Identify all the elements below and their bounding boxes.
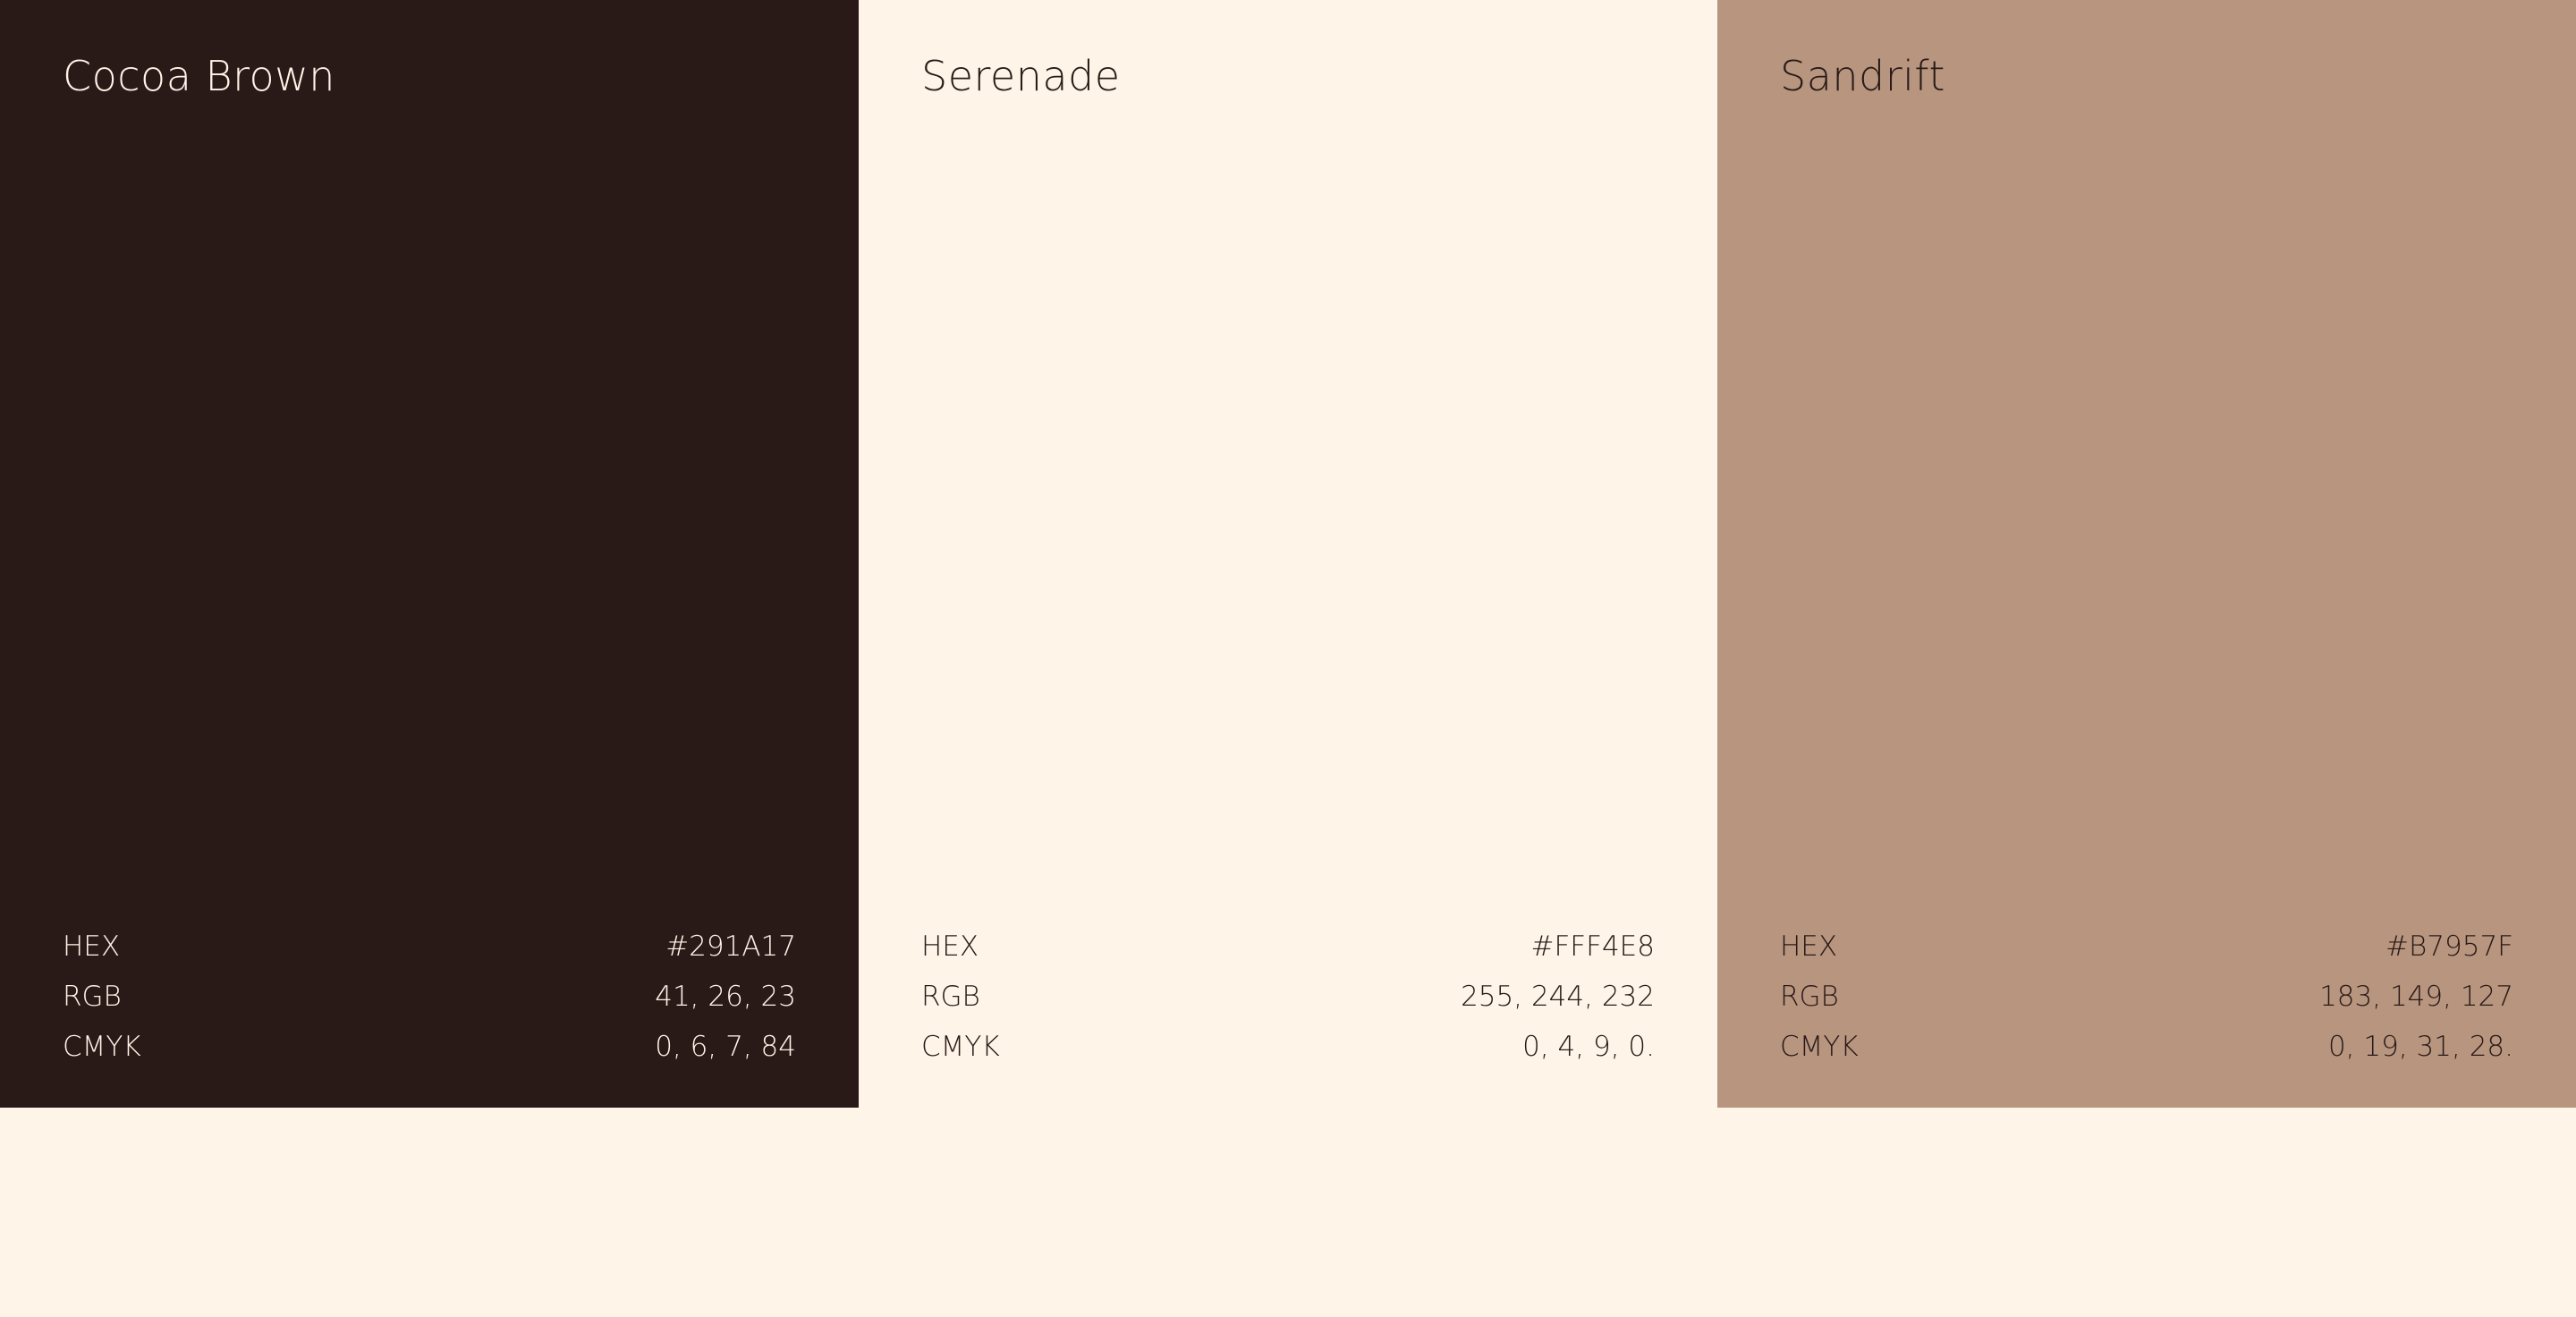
color-values: HEX #B7957F RGB 183, 149, 127 CMYK 0, 19, 3… [1780, 927, 2513, 1077]
swatch-title: Serenade [921, 52, 1121, 100]
color-values: HEX #FFF4E8 RGB 255, 244, 232 CMYK 0, 4, 9,… [921, 927, 1655, 1077]
rgb-row: RGB 183, 149, 127 [1780, 977, 2513, 1027]
swatch-title: Sandrift [1780, 52, 1945, 100]
hex-value: #291A17 [665, 930, 796, 963]
rgb-label: RGB [921, 981, 980, 1013]
rgb-row: RGB 255, 244, 232 [921, 977, 1655, 1027]
hex-label: HEX [921, 930, 979, 963]
color-values: HEX #291A17 RGB 41, 26, 23 CMYK 0, 6, 7, 84 [63, 927, 796, 1077]
cmyk-row: CMYK 0, 19, 31, 28. [1780, 1027, 2513, 1077]
cmyk-value: 0, 19, 31, 28. [2327, 1031, 2513, 1063]
hex-value: #B7957F [2385, 930, 2513, 963]
hex-row: HEX #B7957F [1780, 927, 2513, 977]
hex-label: HEX [63, 930, 121, 963]
hex-label: HEX [1780, 930, 1838, 963]
cmyk-label: CMYK [1780, 1031, 1859, 1063]
rgb-value: 183, 149, 127 [2319, 981, 2513, 1013]
cmyk-row: CMYK 0, 6, 7, 84 [63, 1027, 796, 1077]
rgb-value: 255, 244, 232 [1461, 981, 1655, 1013]
cmyk-value: 0, 6, 7, 84 [655, 1031, 796, 1063]
swatch-title: Cocoa Brown [63, 52, 335, 100]
rgb-row: RGB 41, 26, 23 [63, 977, 796, 1027]
swatch-sandrift: Sandrift HEX #B7957F RGB 183, 149, 127 CMY… [1717, 0, 2576, 1108]
swatch-serenade: Serenade HEX #FFF4E8 RGB 255, 244, 232 CMY… [859, 0, 1717, 1108]
cmyk-value: 0, 4, 9, 0. [1522, 1031, 1655, 1063]
cmyk-label: CMYK [921, 1031, 1000, 1063]
rgb-label: RGB [63, 981, 122, 1013]
cmyk-row: CMYK 0, 4, 9, 0. [921, 1027, 1655, 1077]
rgb-value: 41, 26, 23 [655, 981, 796, 1013]
rgb-label: RGB [1780, 981, 1839, 1013]
hex-value: #FFF4E8 [1530, 930, 1655, 963]
cmyk-label: CMYK [63, 1031, 141, 1063]
hex-row: HEX #291A17 [63, 927, 796, 977]
hex-row: HEX #FFF4E8 [921, 927, 1655, 977]
swatch-cocoa-brown: Cocoa Brown HEX #291A17 RGB 41, 26, 23 CMY… [0, 0, 859, 1108]
